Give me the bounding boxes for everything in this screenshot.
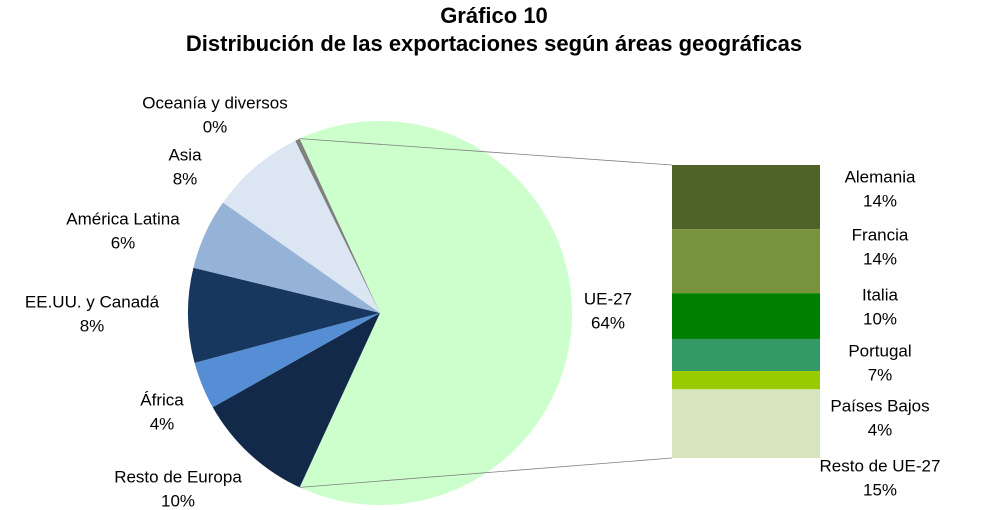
slice-label: América Latina [66,209,180,228]
slice-label: UE-27 [584,289,632,308]
connector-line [299,457,673,488]
segment-value: 10% [863,309,897,328]
pie-slice [212,313,380,488]
segment-label: Francia [852,225,909,244]
slice-value: 8% [80,316,105,335]
segment-value: 14% [863,191,897,210]
slice-value: 6% [111,233,136,252]
bar-segment [672,338,820,372]
slice-label: África [140,390,184,409]
slice-label: Oceanía y diversos [142,93,288,112]
segment-value: 4% [868,420,893,439]
slice-value: 10% [161,491,195,510]
slice-label: EE.UU. y Canadá [25,292,160,311]
slice-label: Asia [168,145,202,164]
pie-slice [299,121,572,506]
segment-label: Resto de UE-27 [820,456,941,475]
pie-slice [194,313,380,408]
segment-label: Países Bajos [830,396,929,415]
connector-line [299,138,673,166]
slice-value: 64% [591,313,625,332]
segment-value: 15% [863,480,897,499]
bar-segment [672,165,820,230]
slice-value: 0% [203,117,228,136]
segment-value: 7% [868,365,893,384]
segment-label: Italia [862,285,898,304]
pie-slice [193,202,380,313]
bar-segment [672,229,820,294]
slice-value: 4% [150,414,175,433]
bar-segment [672,389,820,458]
slice-value: 8% [173,169,198,188]
chart-title: Distribución de las exportaciones según … [186,31,802,56]
segment-label: Alemania [845,167,916,186]
segment-label: Portugal [848,341,911,360]
pie-slice [188,267,380,363]
pie-slice [222,140,380,313]
bar-segment [672,371,820,390]
bar-segment [672,293,820,339]
chart-title: Gráfico 10 [440,3,548,28]
segment-value: 14% [863,249,897,268]
slice-label: Resto de Europa [114,467,242,486]
pie-slice [295,138,380,313]
